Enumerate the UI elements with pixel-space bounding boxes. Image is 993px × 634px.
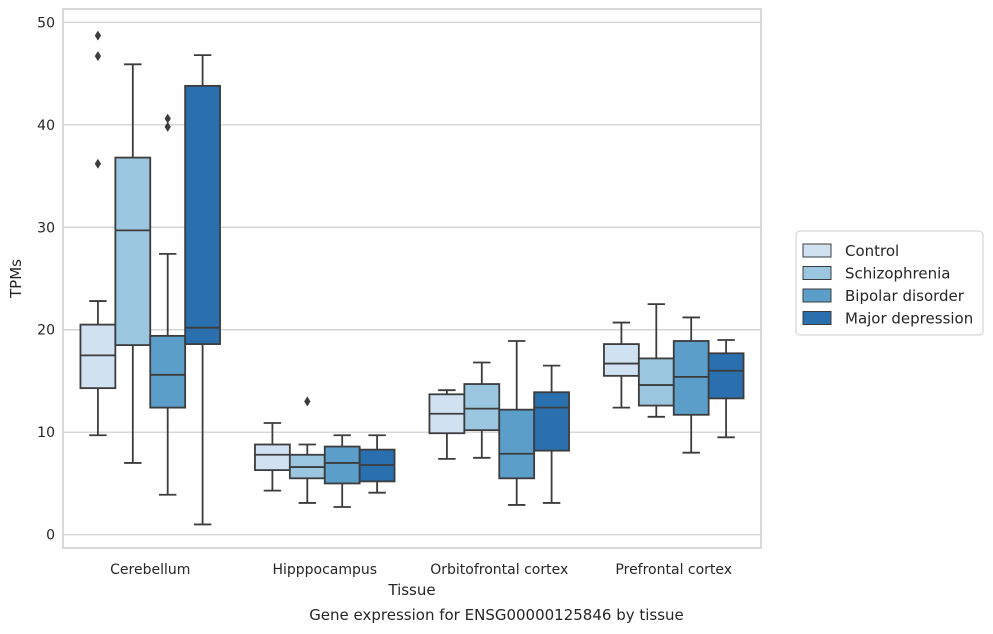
- x-tick-labels: Cerebellum Hipppocampus Orbitofrontal cort…: [110, 562, 732, 578]
- outlier-point: [164, 113, 171, 124]
- y-tick-label: 50: [37, 15, 55, 31]
- outlier-point: [94, 51, 102, 62]
- x-axis-label: Tissue: [387, 581, 435, 599]
- legend-swatch: [802, 243, 832, 258]
- box-bipolar-disorder-0: [149, 113, 187, 496]
- legend-label: Major depression: [845, 310, 973, 328]
- box-control-2: [428, 389, 466, 460]
- box-body: [114, 156, 152, 347]
- y-tick-label: 10: [37, 425, 55, 441]
- x-tick-label: Prefrontal cortex: [615, 562, 732, 578]
- box-body: [707, 352, 745, 400]
- box-major-depression-3: [707, 339, 745, 439]
- box-control-1: [254, 422, 291, 492]
- figure-caption: Gene expression for ENSG00000125846 by t…: [309, 606, 684, 624]
- box-body: [672, 340, 710, 416]
- y-tick-label: 30: [37, 220, 55, 236]
- y-tick-labels: 0 10 20 30 40 50: [37, 15, 55, 543]
- boxes-layer: [79, 30, 745, 526]
- outlier-point: [304, 396, 311, 407]
- outlier-point: [164, 121, 171, 132]
- box-body: [533, 391, 570, 452]
- box-major-depression-2: [533, 364, 570, 504]
- box-bipolar-disorder-2: [498, 340, 536, 506]
- box-body: [498, 408, 536, 480]
- y-tick-label: 0: [46, 528, 55, 544]
- x-tick-label: Cerebellum: [110, 562, 190, 578]
- legend-label: Control: [845, 242, 899, 260]
- box-bipolar-disorder-3: [672, 316, 710, 454]
- box-major-depression-0: [184, 54, 221, 526]
- box-body: [463, 383, 501, 432]
- box-schizophrenia-3: [637, 303, 675, 418]
- legend-swatch: [802, 266, 832, 280]
- y-axis-label: TPMs: [7, 259, 25, 299]
- box-schizophrenia-1: [288, 396, 326, 504]
- legend-frame: [795, 230, 984, 336]
- plot-frame: [62, 8, 762, 549]
- box-body: [603, 343, 640, 377]
- legend-swatch: [802, 288, 832, 303]
- legend: Control Schizophrenia Bipolar disorder Majo…: [795, 230, 984, 336]
- x-tick-label: Hipppocampus: [272, 562, 377, 578]
- box-control-0: [79, 30, 117, 437]
- box-major-depression-1: [358, 434, 396, 494]
- legend-label: Bipolar disorder: [845, 287, 965, 305]
- box-body: [149, 334, 187, 409]
- box-body: [184, 84, 221, 345]
- box-bipolar-disorder-1: [323, 434, 361, 508]
- y-tick-label: 40: [37, 118, 55, 134]
- box-body: [323, 445, 361, 485]
- legend-swatch: [802, 311, 832, 325]
- legend-label: Schizophrenia: [845, 265, 950, 283]
- box-body: [637, 357, 675, 407]
- y-tick-label: 20: [37, 323, 55, 339]
- x-tick-label: Orbitofrontal cortex: [430, 562, 568, 578]
- box-body: [254, 443, 291, 472]
- box-body: [79, 323, 117, 390]
- box-schizophrenia-0: [114, 63, 152, 464]
- grid-lines: [63, 21, 761, 536]
- outlier-point: [94, 158, 102, 169]
- outlier-point: [94, 30, 102, 41]
- box-schizophrenia-2: [463, 361, 501, 459]
- box-control-3: [603, 321, 640, 409]
